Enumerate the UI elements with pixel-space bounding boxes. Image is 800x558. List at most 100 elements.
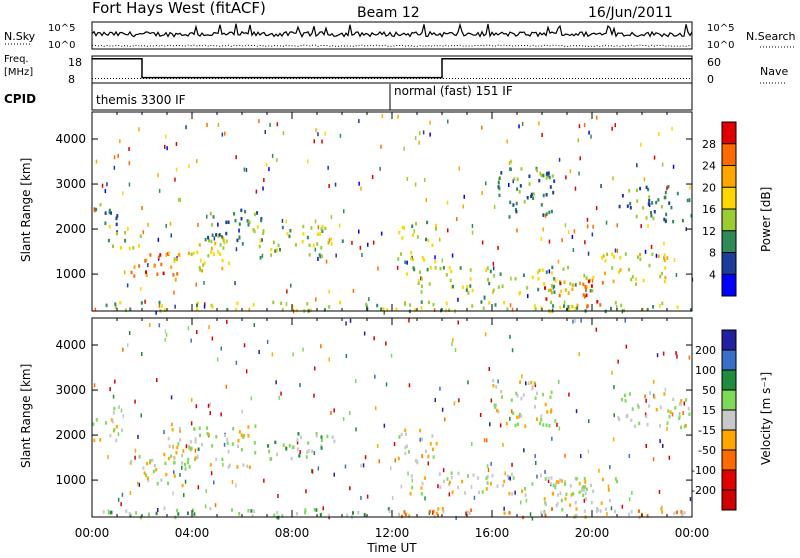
echo-cell (395, 307, 398, 312)
echo-cell (659, 274, 662, 279)
speckle-cell (224, 131, 226, 136)
speckle-cell (320, 344, 322, 349)
echo-cell (549, 481, 552, 486)
speckle-cell (453, 401, 456, 406)
echo-cell (500, 389, 503, 394)
speckle-cell (275, 380, 277, 385)
echo-cell (502, 483, 505, 488)
echo-cell (190, 446, 193, 451)
echo-cell (558, 293, 561, 298)
echo-cell (149, 459, 152, 463)
speckle-cell (609, 465, 611, 470)
speckle-cell (173, 470, 175, 475)
echo-cell (410, 474, 413, 478)
speckle-cell (175, 142, 178, 146)
speckle-cell (134, 455, 136, 460)
echo-cell (559, 281, 562, 286)
echo-cell (443, 479, 446, 484)
speckle-cell (377, 266, 379, 271)
echo-cell (111, 419, 114, 424)
echo-cell (223, 241, 226, 245)
colorbar-tick-label: 24 (702, 160, 716, 173)
speckle-cell (344, 464, 347, 469)
echo-cell (552, 190, 555, 195)
echo-cell (256, 225, 259, 229)
echo-cell (211, 444, 214, 448)
speckle-cell (458, 166, 460, 171)
echo-cell (537, 287, 540, 292)
speckle-cell (333, 472, 335, 477)
speckle-cell (328, 184, 330, 188)
speckle-cell (544, 469, 546, 474)
y-tick-label: 4000 (55, 338, 86, 352)
speckle-cell (595, 206, 598, 211)
echo-cell (465, 288, 468, 292)
speckle-cell (165, 332, 168, 337)
echo-cell (524, 493, 527, 497)
echo-cell (585, 276, 588, 280)
echo-cell (518, 190, 521, 194)
echo-cell (621, 194, 624, 198)
speckle-cell (548, 239, 551, 244)
echo-cell (173, 461, 176, 465)
echo-cell (112, 244, 114, 248)
speckle-cell (509, 416, 511, 421)
echo-cell (160, 262, 163, 267)
speckle-cell (359, 245, 362, 250)
echo-cell (196, 303, 198, 307)
echo-cell (206, 426, 209, 430)
speckle-cell (276, 158, 278, 163)
echo-cell (614, 477, 617, 481)
speckle-cell (235, 247, 238, 252)
echo-cell (307, 449, 310, 453)
echo-cell (253, 441, 256, 445)
echo-cell (405, 444, 408, 449)
echo-cell (646, 514, 649, 518)
speckle-cell (373, 336, 375, 341)
echo-cell (557, 480, 560, 485)
echo-cell (519, 380, 522, 384)
echo-cell (514, 277, 517, 281)
colorbar-tick-label: 200 (695, 344, 716, 357)
echo-cell (114, 302, 117, 306)
echo-cell (612, 279, 615, 284)
echo-cell (683, 424, 686, 429)
echo-cell (531, 386, 534, 391)
echo-cell (231, 508, 233, 512)
speckle-cell (174, 177, 176, 182)
speckle-cell (568, 392, 570, 397)
echo-cell (434, 266, 437, 270)
echo-cell (133, 274, 136, 278)
echo-cell (296, 438, 299, 442)
echo-cell (631, 407, 634, 411)
echo-cell (534, 405, 536, 409)
colorbar-tick-label: 15 (702, 404, 716, 417)
speckle-cell (196, 330, 198, 335)
speckle-cell (666, 186, 668, 191)
echo-cell (115, 216, 118, 221)
echo-cell (634, 424, 636, 429)
echo-cell (553, 277, 556, 281)
echo-cell (555, 482, 557, 486)
echo-cell (570, 493, 573, 497)
speckle-cell (106, 182, 108, 187)
echo-cell (559, 305, 562, 310)
echo-cell (663, 258, 666, 263)
speckle-cell (689, 185, 691, 190)
speckle-cell (213, 480, 215, 485)
speckle-cell (360, 495, 362, 500)
speckle-cell (383, 423, 386, 428)
echo-cell (564, 480, 567, 484)
speckle-cell (117, 153, 119, 158)
echo-cell (664, 190, 667, 195)
echo-cell (569, 503, 572, 507)
echo-cell (489, 269, 492, 274)
echo-cell (201, 269, 203, 273)
speckle-cell (542, 227, 544, 232)
colorbar-tick-label: 8 (709, 247, 716, 260)
beam-label: Beam 12 (357, 5, 420, 21)
echo-cell (410, 250, 413, 255)
y-tick-label: 1000 (55, 473, 86, 487)
speckle-cell (206, 214, 208, 219)
echo-cell (404, 428, 407, 432)
